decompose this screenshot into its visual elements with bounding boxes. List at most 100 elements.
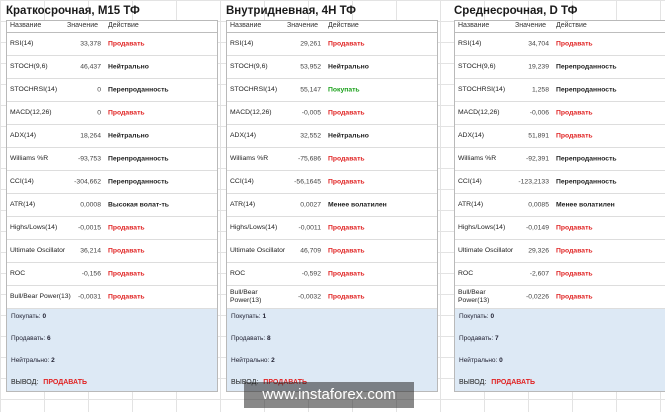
verdict-action: ПРОДАВАТЬ bbox=[43, 379, 88, 386]
header-value: Значение bbox=[287, 22, 319, 29]
summary-neutral: Нейтрально: 2 bbox=[11, 357, 55, 364]
indicator-value: 29,261 bbox=[300, 40, 321, 48]
indicator-value: 33,378 bbox=[80, 40, 101, 48]
table-row: Bull/Bear Power(13) -0,0031 Продавать bbox=[7, 286, 217, 309]
indicator-action: Продавать bbox=[328, 178, 365, 186]
indicator-action: Продавать bbox=[328, 224, 365, 232]
indicator-action: Продавать bbox=[556, 109, 593, 117]
summary-buy-count: 0 bbox=[42, 313, 47, 320]
indicator-value: 0 bbox=[97, 86, 101, 94]
summary-neutral-count: 2 bbox=[51, 357, 55, 364]
indicator-name: ADX(14) bbox=[10, 132, 37, 139]
summary-neutral: Нейтрально: 0 bbox=[459, 357, 503, 364]
indicator-value: 53,952 bbox=[300, 63, 321, 71]
indicator-value: -0,0015 bbox=[77, 224, 101, 232]
indicator-value: 46,709 bbox=[300, 247, 321, 255]
panel-title: Внутридневная, 4Н ТФ bbox=[226, 5, 356, 17]
panel-title: Среднесрочная, D ТФ bbox=[454, 5, 578, 17]
indicator-value: -0,006 bbox=[529, 109, 549, 117]
table-row: ATR(14) 0,0085 Менее волатилен bbox=[455, 194, 665, 217]
indicator-action: Продавать bbox=[108, 293, 145, 301]
indicator-table: Название Значение Действие RSI(14) 33,378 Про… bbox=[6, 20, 218, 392]
table-row: Ultimate Oscillator 29,326 Продавать bbox=[455, 240, 665, 263]
indicator-action: Продавать bbox=[108, 270, 145, 278]
indicator-value: 0,0085 bbox=[528, 201, 549, 209]
indicator-action: Продавать bbox=[556, 40, 593, 48]
indicator-action: Высокая волат-ть bbox=[108, 201, 169, 209]
summary-buy-label: Покупать: bbox=[231, 313, 261, 320]
indicator-action: Продавать bbox=[328, 247, 365, 255]
summary-buy: Покупать: 1 bbox=[231, 313, 266, 320]
header-action: Действие bbox=[556, 22, 587, 29]
indicator-value: 46,437 bbox=[80, 63, 101, 71]
indicator-name: ATR(14) bbox=[10, 201, 36, 208]
summary-sell: Продавать: 8 bbox=[231, 335, 271, 342]
table-row: MACD(12,26) 0 Продавать bbox=[7, 102, 217, 125]
indicator-value: 51,891 bbox=[528, 132, 549, 140]
indicator-value: -75,686 bbox=[297, 155, 321, 163]
table-row: STOCHRSI(14) 55,147 Покупать bbox=[227, 79, 437, 102]
table-row: Highs/Lows(14) -0,0149 Продавать bbox=[455, 217, 665, 240]
table-row: ROC -0,592 Продавать bbox=[227, 263, 437, 286]
indicator-action: Продавать bbox=[556, 293, 593, 301]
summary-sell-label: Продавать: bbox=[231, 335, 266, 342]
indicator-value: -0,592 bbox=[301, 270, 321, 278]
indicator-value: -0,005 bbox=[301, 109, 321, 117]
verdict-label: ВЫВОД: bbox=[459, 379, 487, 386]
indicator-action: Продавать bbox=[108, 40, 145, 48]
header-name: Название bbox=[230, 22, 262, 29]
indicator-name: Bull/Bear Power(13) bbox=[230, 289, 262, 304]
indicator-name: Bull/Bear Power(13) bbox=[458, 289, 490, 304]
indicator-value: -93,753 bbox=[77, 155, 101, 163]
indicator-action: Продавать bbox=[328, 109, 365, 117]
indicator-action: Перепроданность bbox=[556, 63, 617, 71]
table-row: Williams %R -75,686 Продавать bbox=[227, 148, 437, 171]
indicator-name: STOCH(9,6) bbox=[458, 63, 496, 70]
table-row: STOCH(9,6) 19,239 Перепроданность bbox=[455, 56, 665, 79]
indicator-name: CCI(14) bbox=[230, 178, 254, 185]
table-row: MACD(12,26) -0,006 Продавать bbox=[455, 102, 665, 125]
summary-neutral-label: Нейтрально: bbox=[11, 357, 50, 364]
indicator-name: STOCHRSI(14) bbox=[230, 86, 278, 93]
indicator-action: Продавать bbox=[108, 224, 145, 232]
indicator-action: Перепроданность bbox=[556, 178, 617, 186]
summary-buy: Покупать: 0 bbox=[459, 313, 494, 320]
indicator-action: Продавать bbox=[108, 247, 145, 255]
summary-sell: Продавать: 7 bbox=[459, 335, 499, 342]
summary-buy-count: 1 bbox=[262, 313, 267, 320]
table-row: RSI(14) 34,704 Продавать bbox=[455, 33, 665, 56]
header-name: Название bbox=[10, 22, 42, 29]
indicator-name: Highs/Lows(14) bbox=[230, 224, 278, 231]
indicator-value: -2,607 bbox=[529, 270, 549, 278]
summary-neutral-count: 2 bbox=[271, 357, 275, 364]
indicator-name: RSI(14) bbox=[458, 40, 482, 47]
indicator-name: Williams %R bbox=[458, 155, 497, 162]
summary-buy-count: 0 bbox=[490, 313, 495, 320]
indicator-name: CCI(14) bbox=[458, 178, 482, 185]
indicator-action: Менее волатилен bbox=[556, 201, 615, 209]
summary-neutral-label: Нейтрально: bbox=[459, 357, 498, 364]
indicator-action: Перепроданность bbox=[556, 86, 617, 94]
indicator-action: Продавать bbox=[556, 247, 593, 255]
table-row: STOCHRSI(14) 0 Перепроданность bbox=[7, 79, 217, 102]
indicator-name: STOCH(9,6) bbox=[230, 63, 268, 70]
summary-verdict: ВЫВОД: ПРОДАВАТЬ bbox=[11, 379, 87, 386]
table-row: ATR(14) 0,0008 Высокая волат-ть bbox=[7, 194, 217, 217]
table-row: Williams %R -92,391 Перепроданность bbox=[455, 148, 665, 171]
indicator-action: Менее волатилен bbox=[328, 201, 387, 209]
indicator-name: Williams %R bbox=[10, 155, 49, 162]
header-action: Действие bbox=[108, 22, 139, 29]
indicator-action: Продавать bbox=[108, 109, 145, 117]
indicator-name: MACD(12,26) bbox=[458, 109, 500, 116]
indicator-action: Перепроданность bbox=[108, 86, 169, 94]
indicator-value: 18,264 bbox=[80, 132, 101, 140]
table-header-row: Название Значение Действие bbox=[455, 21, 665, 33]
indicator-value: -0,0226 bbox=[525, 293, 549, 301]
table-row: Highs/Lows(14) -0,0015 Продавать bbox=[7, 217, 217, 240]
indicator-name: MACD(12,26) bbox=[230, 109, 272, 116]
indicator-name: STOCHRSI(14) bbox=[10, 86, 58, 93]
indicator-name: Bull/Bear Power(13) bbox=[10, 293, 71, 300]
indicator-name: Highs/Lows(14) bbox=[458, 224, 506, 231]
indicator-value: -304,662 bbox=[74, 178, 101, 186]
table-header-row: Название Значение Действие bbox=[227, 21, 437, 33]
